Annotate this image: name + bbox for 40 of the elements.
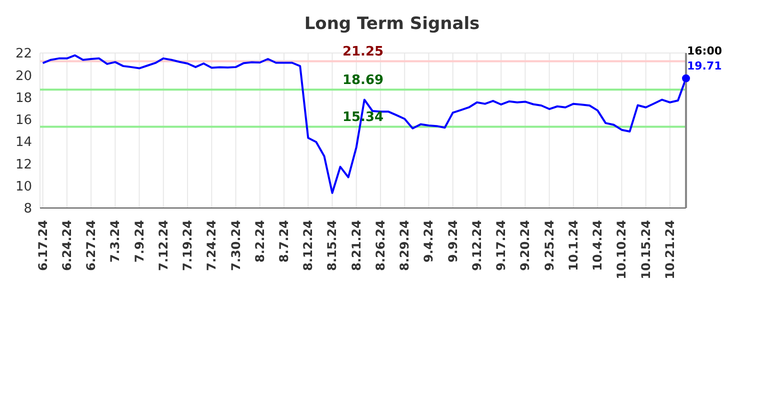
x-tick-label: 8.21.24 — [349, 220, 364, 271]
y-tick-label: 12 — [15, 157, 32, 172]
x-tick-label: 10.15.24 — [638, 220, 653, 280]
x-tick-label: 7.12.24 — [156, 220, 170, 271]
x-tick-label: 7.19.24 — [180, 220, 195, 271]
x-tick-label: 6.27.24 — [84, 220, 98, 271]
x-tick-label: 6.24.24 — [60, 220, 74, 271]
x-tick-label: 10.21.24 — [662, 220, 677, 280]
y-tick-label: 16 — [15, 113, 32, 128]
text: 16:00 — [687, 44, 722, 58]
chart-title: Long Term Signals — [303, 14, 481, 34]
x-tick-label: 9.9.24 — [446, 220, 460, 263]
x-tick-label: 9.25.24 — [542, 220, 556, 271]
x-tick-label: 9.20.24 — [518, 220, 532, 271]
x-tick-label: 7.30.24 — [228, 220, 243, 271]
y-tick-label: 22 — [15, 46, 32, 62]
ref-line-label: 18.69 — [342, 72, 384, 88]
y-tick-label: 14 — [15, 135, 32, 150]
data-label: 19.71 — [687, 59, 722, 72]
y-tick-label: 8 — [24, 202, 32, 217]
y-tick-label: 20 — [15, 68, 32, 84]
x-tick-label: 6.17.24 — [36, 220, 50, 271]
x-tick-label: 8.7.24 — [277, 220, 292, 263]
x-tick-label: 8.26.24 — [373, 220, 388, 271]
ref-line-label: 21.25 — [342, 44, 384, 60]
x-tick-label: 8.15.24 — [325, 220, 340, 271]
x-tick-label: 8.29.24 — [398, 220, 412, 271]
x-tick-label: 7.9.24 — [132, 220, 146, 263]
x-tick-label: 9.12.24 — [470, 220, 484, 271]
x-tick-label: 10.4.24 — [590, 220, 605, 271]
x-tick-label: 10.1.24 — [566, 220, 580, 271]
x-tick-label: 9.17.24 — [494, 220, 508, 271]
x-tick-label: 10.10.24 — [614, 220, 629, 280]
x-tick-label: 9.4.24 — [422, 220, 436, 263]
y-tick-label: 10 — [15, 179, 32, 194]
x-tick-label: 8.2.24 — [252, 220, 267, 263]
x-tick-label: 7.3.24 — [108, 220, 122, 263]
x-tick-label: 8.12.24 — [301, 220, 316, 271]
y-tick-label: 18 — [15, 90, 32, 106]
x-tick-label: 7.24.24 — [204, 220, 219, 271]
